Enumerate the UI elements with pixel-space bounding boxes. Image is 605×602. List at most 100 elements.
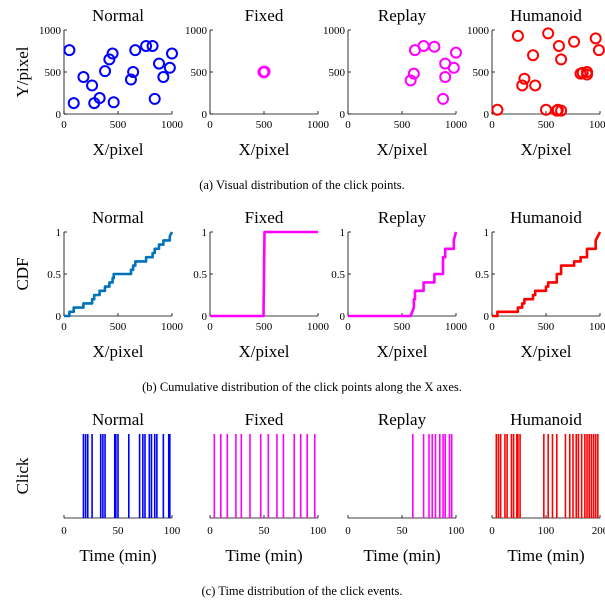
x-axis-label: X/pixel: [521, 342, 572, 361]
y-tick-label: 0: [202, 109, 208, 121]
x-axis-label: Time (min): [507, 546, 584, 565]
panel-b-humanoid: 0 500 1000 0 0.5 1 Humanoid X/pixel: [475, 208, 605, 361]
data-point: [581, 66, 594, 78]
data-point: [437, 92, 450, 105]
x-tick-label: 1000: [589, 321, 605, 333]
data-point: [589, 32, 602, 45]
y-tick-label: 0: [340, 109, 346, 121]
x-tick-label: 200: [592, 525, 605, 537]
caption-c: (c) Time distribution of the click event…: [201, 584, 402, 598]
panel-a-normal: 0 500 1000 0 500 1000 Normal X/pixel Y/pixel: [13, 6, 184, 159]
x-tick-label: 1000: [307, 321, 330, 333]
y-axis-label: Y/pixel: [13, 46, 32, 97]
data-point: [127, 66, 140, 78]
data-point: [491, 103, 504, 116]
y-tick-label: 500: [329, 67, 346, 79]
x-tick-label: 50: [397, 525, 409, 537]
y-tick-label: 1: [202, 227, 208, 239]
data-point: [428, 40, 441, 53]
data-point: [106, 47, 119, 60]
data-point: [157, 71, 170, 84]
x-tick-label: 1000: [445, 321, 468, 333]
y-axis-label: Click: [13, 457, 32, 494]
data-point: [93, 92, 106, 105]
x-tick-label: 0: [207, 321, 213, 333]
y-axis-label: CDF: [13, 257, 32, 290]
data-point: [529, 79, 542, 92]
y-tick-label: 1: [56, 227, 62, 239]
panel-title: Normal: [92, 6, 144, 25]
cdf-line: [348, 231, 458, 318]
x-tick-label: 1000: [445, 119, 468, 131]
data-point: [447, 61, 460, 74]
y-tick-label: 1000: [467, 25, 490, 37]
data-point: [555, 53, 568, 66]
panel-title: Fixed: [245, 410, 284, 429]
panel-c-fixed: 0 50 100 Fixed Time (min): [207, 410, 327, 565]
panel-c-replay: 0 50 100 Replay Time (min): [345, 410, 465, 565]
panel-title: Replay: [378, 208, 427, 227]
panel-title: Fixed: [245, 6, 284, 25]
y-tick-label: 1000: [39, 25, 62, 37]
data-point: [516, 79, 529, 92]
x-tick-label: 0: [345, 321, 351, 333]
x-tick-label: 0: [61, 119, 67, 131]
y-tick-label: 0.5: [475, 269, 489, 281]
data-point: [166, 47, 178, 60]
x-tick-label: 500: [394, 321, 411, 333]
panel-b-normal: 0 500 1000 0 0.5 1 Normal X/pixel CDF: [13, 208, 184, 361]
data-point: [153, 57, 166, 70]
x-tick-label: 500: [394, 119, 411, 131]
data-point: [77, 71, 90, 84]
data-point: [148, 92, 161, 105]
y-tick-label: 500: [45, 67, 62, 79]
x-tick-label: 500: [538, 321, 555, 333]
y-tick-label: 0: [484, 311, 490, 323]
data-point: [146, 39, 159, 52]
data-point: [407, 67, 420, 80]
x-tick-label: 0: [207, 119, 213, 131]
data-point: [527, 49, 540, 62]
data-point: [555, 104, 568, 117]
x-tick-label: 100: [310, 525, 327, 537]
y-tick-label: 0: [484, 109, 490, 121]
panel-c-humanoid: 0 100 200 Humanoid Time (min): [489, 410, 605, 565]
caption-a: (a) Visual distribution of the click poi…: [199, 178, 405, 192]
y-tick-label: 0.5: [193, 269, 207, 281]
x-axis-label: X/pixel: [377, 342, 428, 361]
x-tick-label: 0: [489, 321, 495, 333]
x-tick-label: 500: [110, 119, 127, 131]
x-tick-label: 0: [61, 321, 67, 333]
x-axis-label: Time (min): [225, 546, 302, 565]
y-tick-label: 1000: [185, 25, 208, 37]
x-tick-label: 0: [61, 525, 67, 537]
data-point: [107, 96, 120, 109]
panel-a-humanoid: 0 500 1000 0 500 1000 Humanoid X/pixel: [467, 6, 605, 159]
y-tick-label: 500: [473, 67, 490, 79]
panel-title: Fixed: [245, 208, 284, 227]
x-tick-label: 0: [489, 525, 495, 537]
panel-c-normal: 0 50 100 Normal Time (min) Click: [13, 410, 181, 565]
data-point: [518, 72, 531, 85]
y-tick-label: 500: [191, 67, 208, 79]
y-tick-label: 0.5: [331, 269, 345, 281]
x-tick-label: 1000: [161, 119, 184, 131]
data-point: [450, 46, 462, 59]
x-tick-label: 100: [448, 525, 465, 537]
data-point: [568, 35, 581, 48]
cdf-line: [64, 231, 174, 318]
panel-a-replay: 0 500 1000 0 500 1000 Replay X/pixel: [323, 6, 468, 159]
data-point: [99, 65, 112, 78]
y-tick-label: 0: [56, 109, 62, 121]
x-axis-label: X/pixel: [93, 342, 144, 361]
data-point: [124, 73, 137, 86]
y-tick-label: 0: [202, 311, 208, 323]
data-point: [129, 44, 142, 57]
panel-b-fixed: 0 500 1000 0 0.5 1 Fixed X/pixel: [193, 208, 329, 361]
data-point: [163, 61, 176, 74]
x-axis-label: Time (min): [79, 546, 156, 565]
x-tick-label: 100: [164, 525, 181, 537]
panel-title: Humanoid: [510, 208, 582, 227]
